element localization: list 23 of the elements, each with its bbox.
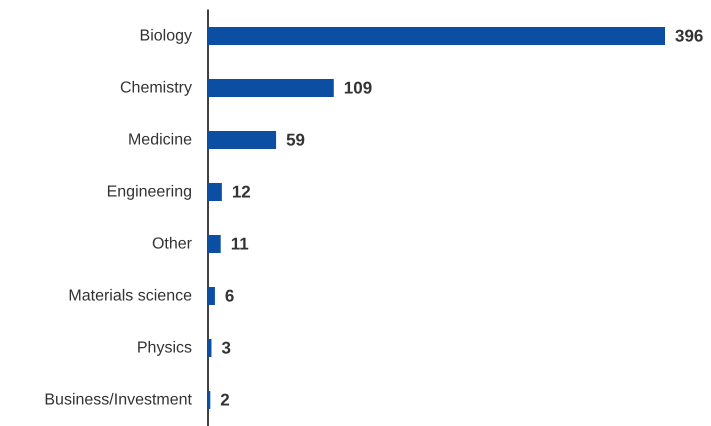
data-label: 11 <box>230 234 249 254</box>
y-tick-label: Biology <box>140 28 192 44</box>
data-label: 109 <box>344 78 372 98</box>
y-tick-label: Physics <box>136 340 192 356</box>
data-label: 59 <box>286 130 306 150</box>
y-tick-label: Other <box>152 236 193 252</box>
bar <box>208 339 212 357</box>
bar <box>208 235 221 253</box>
data-label: 6 <box>224 286 234 306</box>
data-label: 2 <box>220 390 230 410</box>
bar <box>208 287 215 305</box>
bar <box>208 131 276 149</box>
y-tick-label: Business/Investment <box>44 392 193 408</box>
data-label: 12 <box>232 182 251 202</box>
y-tick-label: Medicine <box>128 132 192 148</box>
bar <box>208 183 222 201</box>
y-tick-label: Chemistry <box>120 80 192 96</box>
bar <box>208 27 665 45</box>
bar <box>208 79 334 97</box>
data-label: 396 <box>675 26 704 46</box>
data-label: 3 <box>221 338 231 358</box>
y-tick-label: Engineering <box>106 184 192 200</box>
y-tick-label: Materials science <box>68 288 192 304</box>
